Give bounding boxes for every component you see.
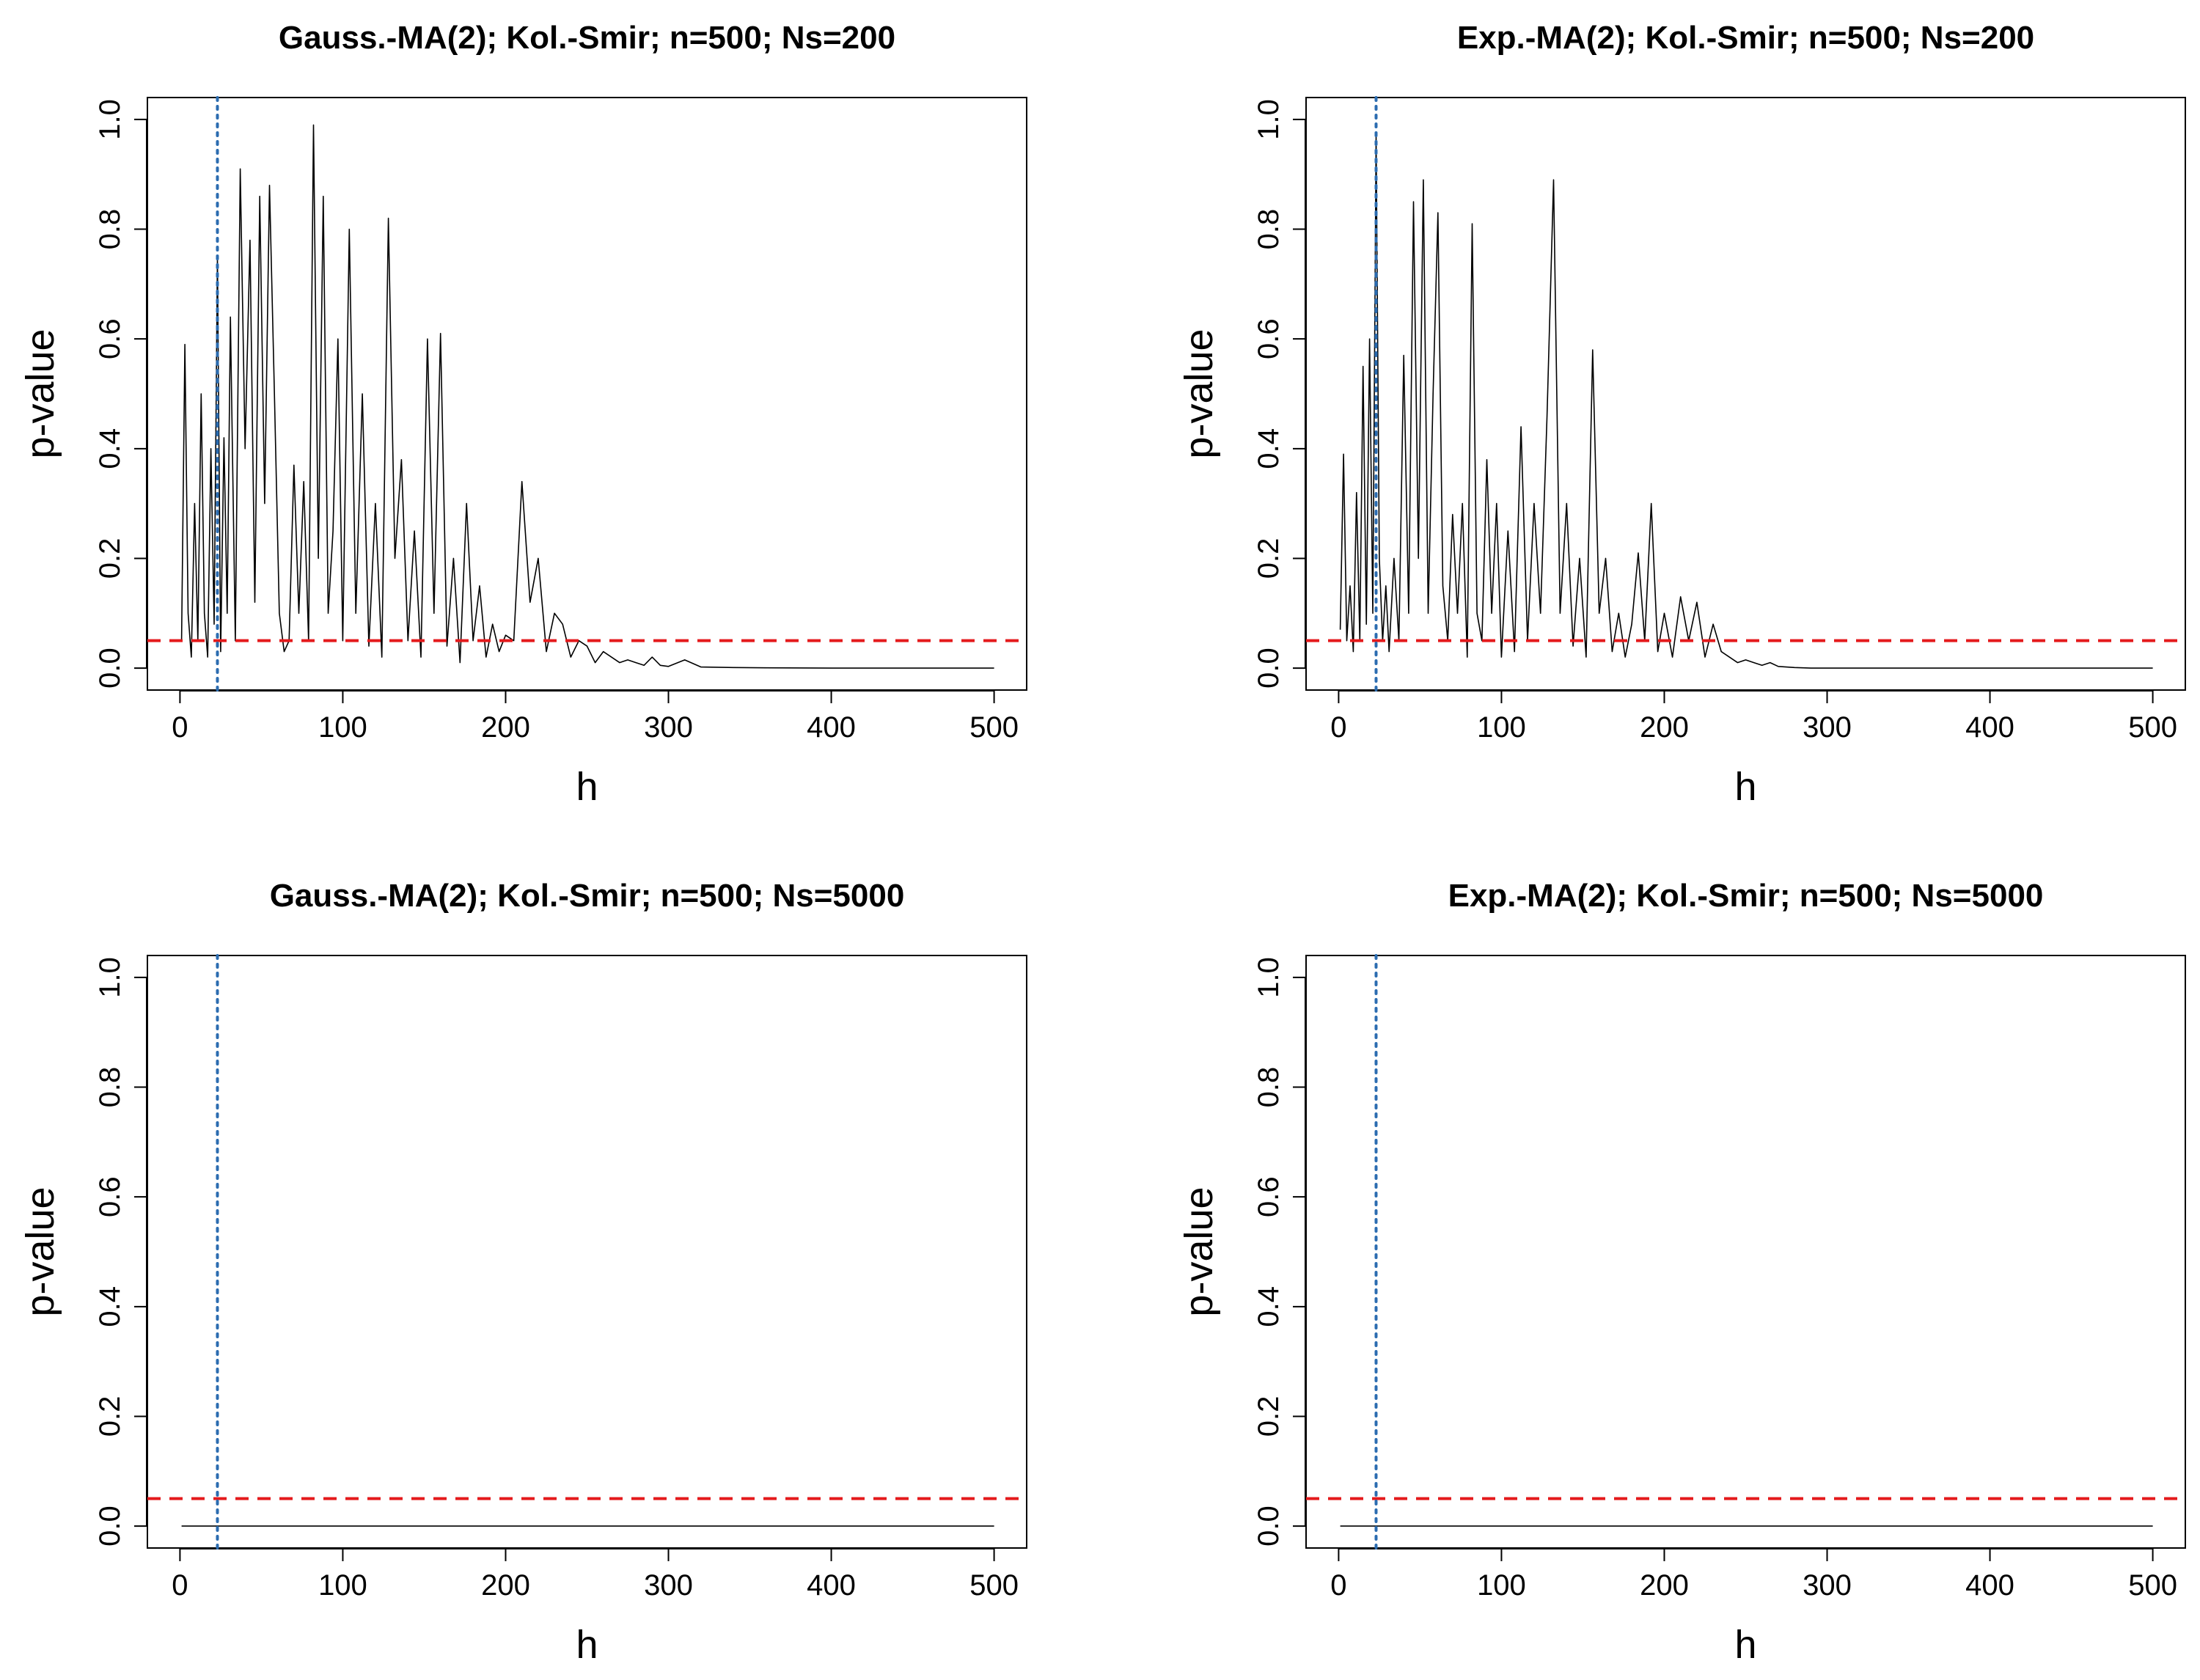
y-tick-label: 0.8: [1253, 1067, 1285, 1108]
plot-frame: [147, 955, 1027, 1549]
y-tick-label: 0.4: [94, 1286, 126, 1327]
y-tick-label: 1.0: [1253, 957, 1285, 998]
chart-title: Exp.-MA(2); Kol.-Smir; n=500; Ns=5000: [1448, 878, 2044, 914]
x-tick-label: 100: [1477, 1569, 1526, 1602]
chart-title: Gauss.-MA(2); Kol.-Smir; n=500; Ns=200: [279, 20, 895, 56]
y-tick-label: 0.0: [94, 648, 126, 689]
x-tick-label: 400: [1965, 711, 2014, 744]
y-tick-label: 0.6: [1253, 318, 1285, 359]
y-tick-label: 1.0: [1253, 99, 1285, 140]
y-tick-label: 0.2: [1253, 538, 1285, 579]
series-line-pvalue: [180, 124, 994, 669]
x-axis-label: h: [1734, 1623, 1756, 1667]
y-tick-label: 0.0: [94, 1505, 126, 1547]
x-tick-label: 0: [1330, 1569, 1346, 1602]
x-tick-label: 0: [172, 711, 188, 744]
x-tick-label: 400: [807, 1569, 856, 1602]
chart-panel-3: Gauss.-MA(2); Kol.-Smir; n=500; Ns=5000 0…: [18, 878, 1027, 1667]
x-tick-label: 500: [969, 1569, 1019, 1602]
chart-panel-4: Exp.-MA(2); Kol.-Smir; n=500; Ns=5000 0 10…: [1177, 878, 2186, 1667]
y-tick-label: 0.6: [94, 318, 126, 359]
y-axis-label: p-value: [1177, 329, 1221, 458]
y-tick-label: 0.8: [94, 209, 126, 250]
y-tick-label: 0.2: [1253, 1396, 1285, 1437]
y-axis-label: p-value: [18, 1186, 62, 1316]
x-tick-label: 300: [644, 711, 693, 744]
x-tick-label: 300: [1803, 1569, 1852, 1602]
y-tick-label: 0.0: [1253, 648, 1285, 689]
y-tick-label: 0.6: [1253, 1176, 1285, 1217]
x-axis-label: h: [576, 1623, 598, 1667]
y-tick-label: 0.2: [94, 1396, 126, 1437]
x-tick-label: 500: [2128, 711, 2177, 744]
x-tick-label: 0: [1330, 711, 1346, 744]
y-tick-label: 0.8: [94, 1067, 126, 1108]
y-tick-label: 1.0: [94, 99, 126, 140]
x-tick-label: 500: [2128, 1569, 2177, 1602]
y-tick-label: 0.4: [94, 428, 126, 469]
y-axis-label: p-value: [18, 329, 62, 458]
plot-frame: [1305, 97, 2186, 691]
x-axis-label: h: [576, 765, 598, 809]
y-tick-label: 0.4: [1253, 1286, 1285, 1327]
y-axis-label: p-value: [1177, 1186, 1221, 1316]
x-axis-label: h: [1734, 765, 1756, 809]
x-tick-label: 200: [481, 711, 530, 744]
y-tick-label: 0.6: [94, 1176, 126, 1217]
x-tick-label: 200: [1640, 711, 1689, 744]
chart-panel-2: Exp.-MA(2); Kol.-Smir; n=500; Ns=200 0 100…: [1177, 20, 2186, 809]
x-tick-label: 200: [1640, 1569, 1689, 1602]
x-tick-label: 300: [1803, 711, 1852, 744]
x-tick-label: 100: [1477, 711, 1526, 744]
plot-frame: [1305, 955, 2186, 1549]
y-tick-label: 0.0: [1253, 1505, 1285, 1547]
y-tick-label: 0.2: [94, 538, 126, 579]
x-tick-label: 400: [807, 711, 856, 744]
x-tick-label: 300: [644, 1569, 693, 1602]
x-tick-label: 100: [318, 1569, 367, 1602]
x-tick-label: 100: [318, 711, 367, 744]
y-tick-label: 0.8: [1253, 209, 1285, 250]
x-tick-label: 500: [969, 711, 1019, 744]
y-tick-label: 1.0: [94, 957, 126, 998]
chart-panel-1: Gauss.-MA(2); Kol.-Smir; n=500; Ns=200 0 1…: [18, 20, 1027, 809]
x-tick-label: 200: [481, 1569, 530, 1602]
y-tick-label: 0.4: [1253, 428, 1285, 469]
series-line-pvalue: [1339, 135, 2153, 669]
chart-title: Exp.-MA(2); Kol.-Smir; n=500; Ns=200: [1457, 20, 2034, 56]
chart-title: Gauss.-MA(2); Kol.-Smir; n=500; Ns=5000: [270, 878, 905, 914]
x-tick-label: 0: [172, 1569, 188, 1602]
x-tick-label: 400: [1965, 1569, 2014, 1602]
